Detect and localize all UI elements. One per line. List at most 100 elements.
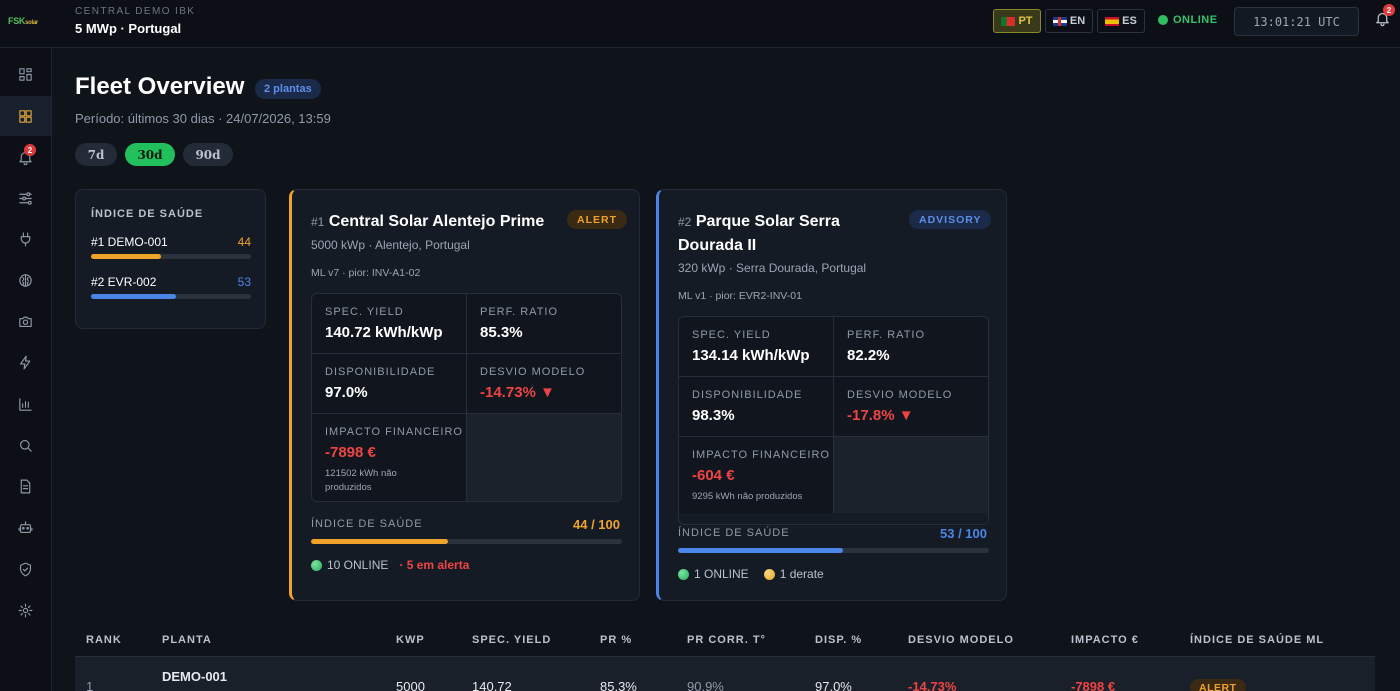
metric-value: 85.3% (480, 324, 523, 341)
metric-empty-cell (834, 437, 988, 513)
metric-value: -14.73% ▼ (480, 384, 555, 401)
app-logo[interactable]: FSKsolar (8, 16, 38, 26)
plant-status-summary: 10 ONLINE · 5 em alerta (311, 558, 469, 572)
health-bar-1 (91, 254, 251, 259)
range-90d-button[interactable]: 90d (183, 143, 233, 166)
sidebar-item-reports[interactable] (0, 466, 51, 506)
metric-label: IMPACTO FINANCEIRO (692, 449, 830, 461)
search-icon (19, 439, 32, 452)
sidebar-item-ml[interactable] (0, 260, 51, 300)
cell-kwp: 5000 (396, 679, 425, 691)
sidebar-item-settings[interactable] (0, 590, 51, 630)
range-7d-button[interactable]: 7d (75, 143, 117, 166)
language-label: ES (1122, 15, 1137, 27)
language-pt-button[interactable]: PT (993, 9, 1041, 33)
cell-impact: -7898 € (1071, 679, 1116, 691)
metric-availability: DISPONIBILIDADE 98.3% (679, 377, 834, 437)
grid-icon (19, 67, 32, 81)
plant-card-2[interactable]: #2 Parque Solar Serra Dourada II ADVISOR… (656, 189, 1007, 601)
gear-icon (18, 603, 33, 617)
metric-value: 140.72 kWh/kWp (325, 324, 443, 341)
health-value: 44 / 100 (573, 517, 620, 532)
metric-perf-ratio: PERF. RATIO 82.2% (834, 317, 988, 377)
plant-rank: #2 (678, 215, 692, 229)
alert-count: · 5 em alerta (399, 558, 470, 572)
plant-count-badge: 2 plantas (255, 79, 321, 99)
health-item-1[interactable]: #1 DEMO-001 44 (91, 235, 251, 249)
plant-rank: #1 (311, 215, 325, 229)
column-header[interactable]: PR CORR. T° (687, 634, 766, 646)
metric-value: -604 € (692, 467, 735, 484)
notifications-button[interactable]: 2 (1374, 4, 1395, 28)
plant-card-1[interactable]: #1 Central Solar Alentejo Prime ALERT 50… (289, 189, 640, 601)
derate-count: 1 derate (779, 567, 824, 581)
language-en-button[interactable]: EN (1045, 9, 1093, 33)
sidebar-item-security[interactable] (0, 549, 51, 589)
column-header[interactable]: DISP. % (815, 634, 863, 646)
metric-label: SPEC. YIELD (325, 306, 404, 318)
metric-availability: DISPONIBILIDADE 97.0% (312, 354, 467, 414)
sidebar-item-camera[interactable] (0, 301, 51, 341)
sidebar-item-energy[interactable] (0, 342, 51, 382)
health-bar (311, 539, 622, 544)
metric-value: 134.14 kWh/kWp (692, 347, 810, 364)
sidebar-item-overview[interactable] (0, 54, 51, 94)
metric-financial-impact: IMPACTO FINANCEIRO -604 € 9295 kWh não p… (679, 437, 834, 513)
alerts-count-badge: 2 (24, 144, 36, 156)
sidebar-item-settings-sliders[interactable] (0, 178, 51, 218)
cell-plant: DEMO-001 (162, 669, 228, 684)
plant-location: 320 kWp · Serra Dourada, Portugal (678, 261, 867, 275)
cell-pr: 85.3% (600, 679, 637, 691)
sidebar-item-connections[interactable] (0, 219, 51, 259)
camera-icon (19, 316, 32, 327)
sidebar-item-alerts[interactable]: 2 (0, 137, 51, 177)
derate-dot-icon (763, 568, 775, 580)
metric-note: 9295 kWh não produzidos (692, 491, 803, 502)
metric-value: 98.3% (692, 407, 735, 424)
plant-subtitle: CENTRAL DEMO IBK (75, 6, 196, 17)
metrics-grid: SPEC. YIELD 140.72 kWh/kWp PERF. RATIO 8… (311, 293, 622, 502)
metric-value: 97.0% (325, 384, 368, 401)
column-header[interactable]: RANK (86, 634, 122, 646)
plant-status-summary: 1 ONLINE 1 derate (678, 567, 824, 581)
logo-text: FSK (8, 16, 26, 26)
language-es-button[interactable]: ES (1097, 9, 1145, 33)
health-item-2[interactable]: #2 EVR-002 53 (91, 275, 251, 289)
cell-spec-yield: 140.72 (472, 679, 512, 691)
period-label: Período: últimos 30 dias · 24/07/2026, 1… (75, 111, 331, 126)
column-header[interactable]: IMPACTO € (1071, 634, 1139, 646)
portugal-flag-icon (1001, 16, 1016, 26)
online-dot-icon (678, 568, 689, 580)
sidebar-item-analytics[interactable] (0, 384, 51, 424)
column-header[interactable]: DESVIO MODELO (908, 634, 1014, 646)
status-dot-icon (1158, 15, 1168, 25)
table-row[interactable]: 1 DEMO-001 5000 140.72 85.3% 90.9% 97.0%… (75, 656, 1375, 691)
top-bar: FSKsolar CENTRAL DEMO IBK 5 MWp · Portug… (0, 0, 1400, 48)
page-title: Fleet Overview (75, 73, 245, 100)
status-label: ONLINE (1173, 14, 1218, 26)
metric-label: DESVIO MODELO (480, 366, 586, 378)
sidebar-item-search[interactable] (0, 425, 51, 465)
column-header[interactable]: ÍNDICE DE SAÚDE ML (1190, 634, 1325, 646)
metric-note: 121502 kWh não produzidos (325, 468, 397, 493)
online-dot-icon (311, 559, 322, 571)
cell-availability: 97.0% (815, 679, 852, 691)
column-header[interactable]: SPEC. YIELD (472, 634, 552, 646)
range-30d-button[interactable]: 30d (125, 143, 175, 166)
column-header[interactable]: KWP (396, 634, 425, 646)
plant-ml-info: ML v7 · pior: INV-A1-02 (311, 267, 421, 279)
health-bar (678, 548, 989, 553)
sidebar-item-assistant[interactable] (0, 507, 51, 547)
column-header[interactable]: PR % (600, 634, 633, 646)
sidebar-item-fleet[interactable] (0, 96, 51, 136)
robot-icon (18, 520, 33, 533)
utc-clock: 13:01:21 UTC (1234, 7, 1359, 36)
metric-label: DESVIO MODELO (847, 389, 953, 401)
sliders-icon (19, 191, 32, 205)
cell-pr-corr: 90.9% (687, 679, 724, 691)
metric-value: -17.8% ▼ (847, 407, 914, 424)
column-header[interactable]: PLANTA (162, 634, 212, 646)
plant-title: 5 MWp · Portugal (75, 21, 182, 36)
health-value: 53 / 100 (940, 526, 987, 541)
fleet-table-header: RANK PLANTA KWP SPEC. YIELD PR % PR CORR… (75, 624, 1375, 656)
